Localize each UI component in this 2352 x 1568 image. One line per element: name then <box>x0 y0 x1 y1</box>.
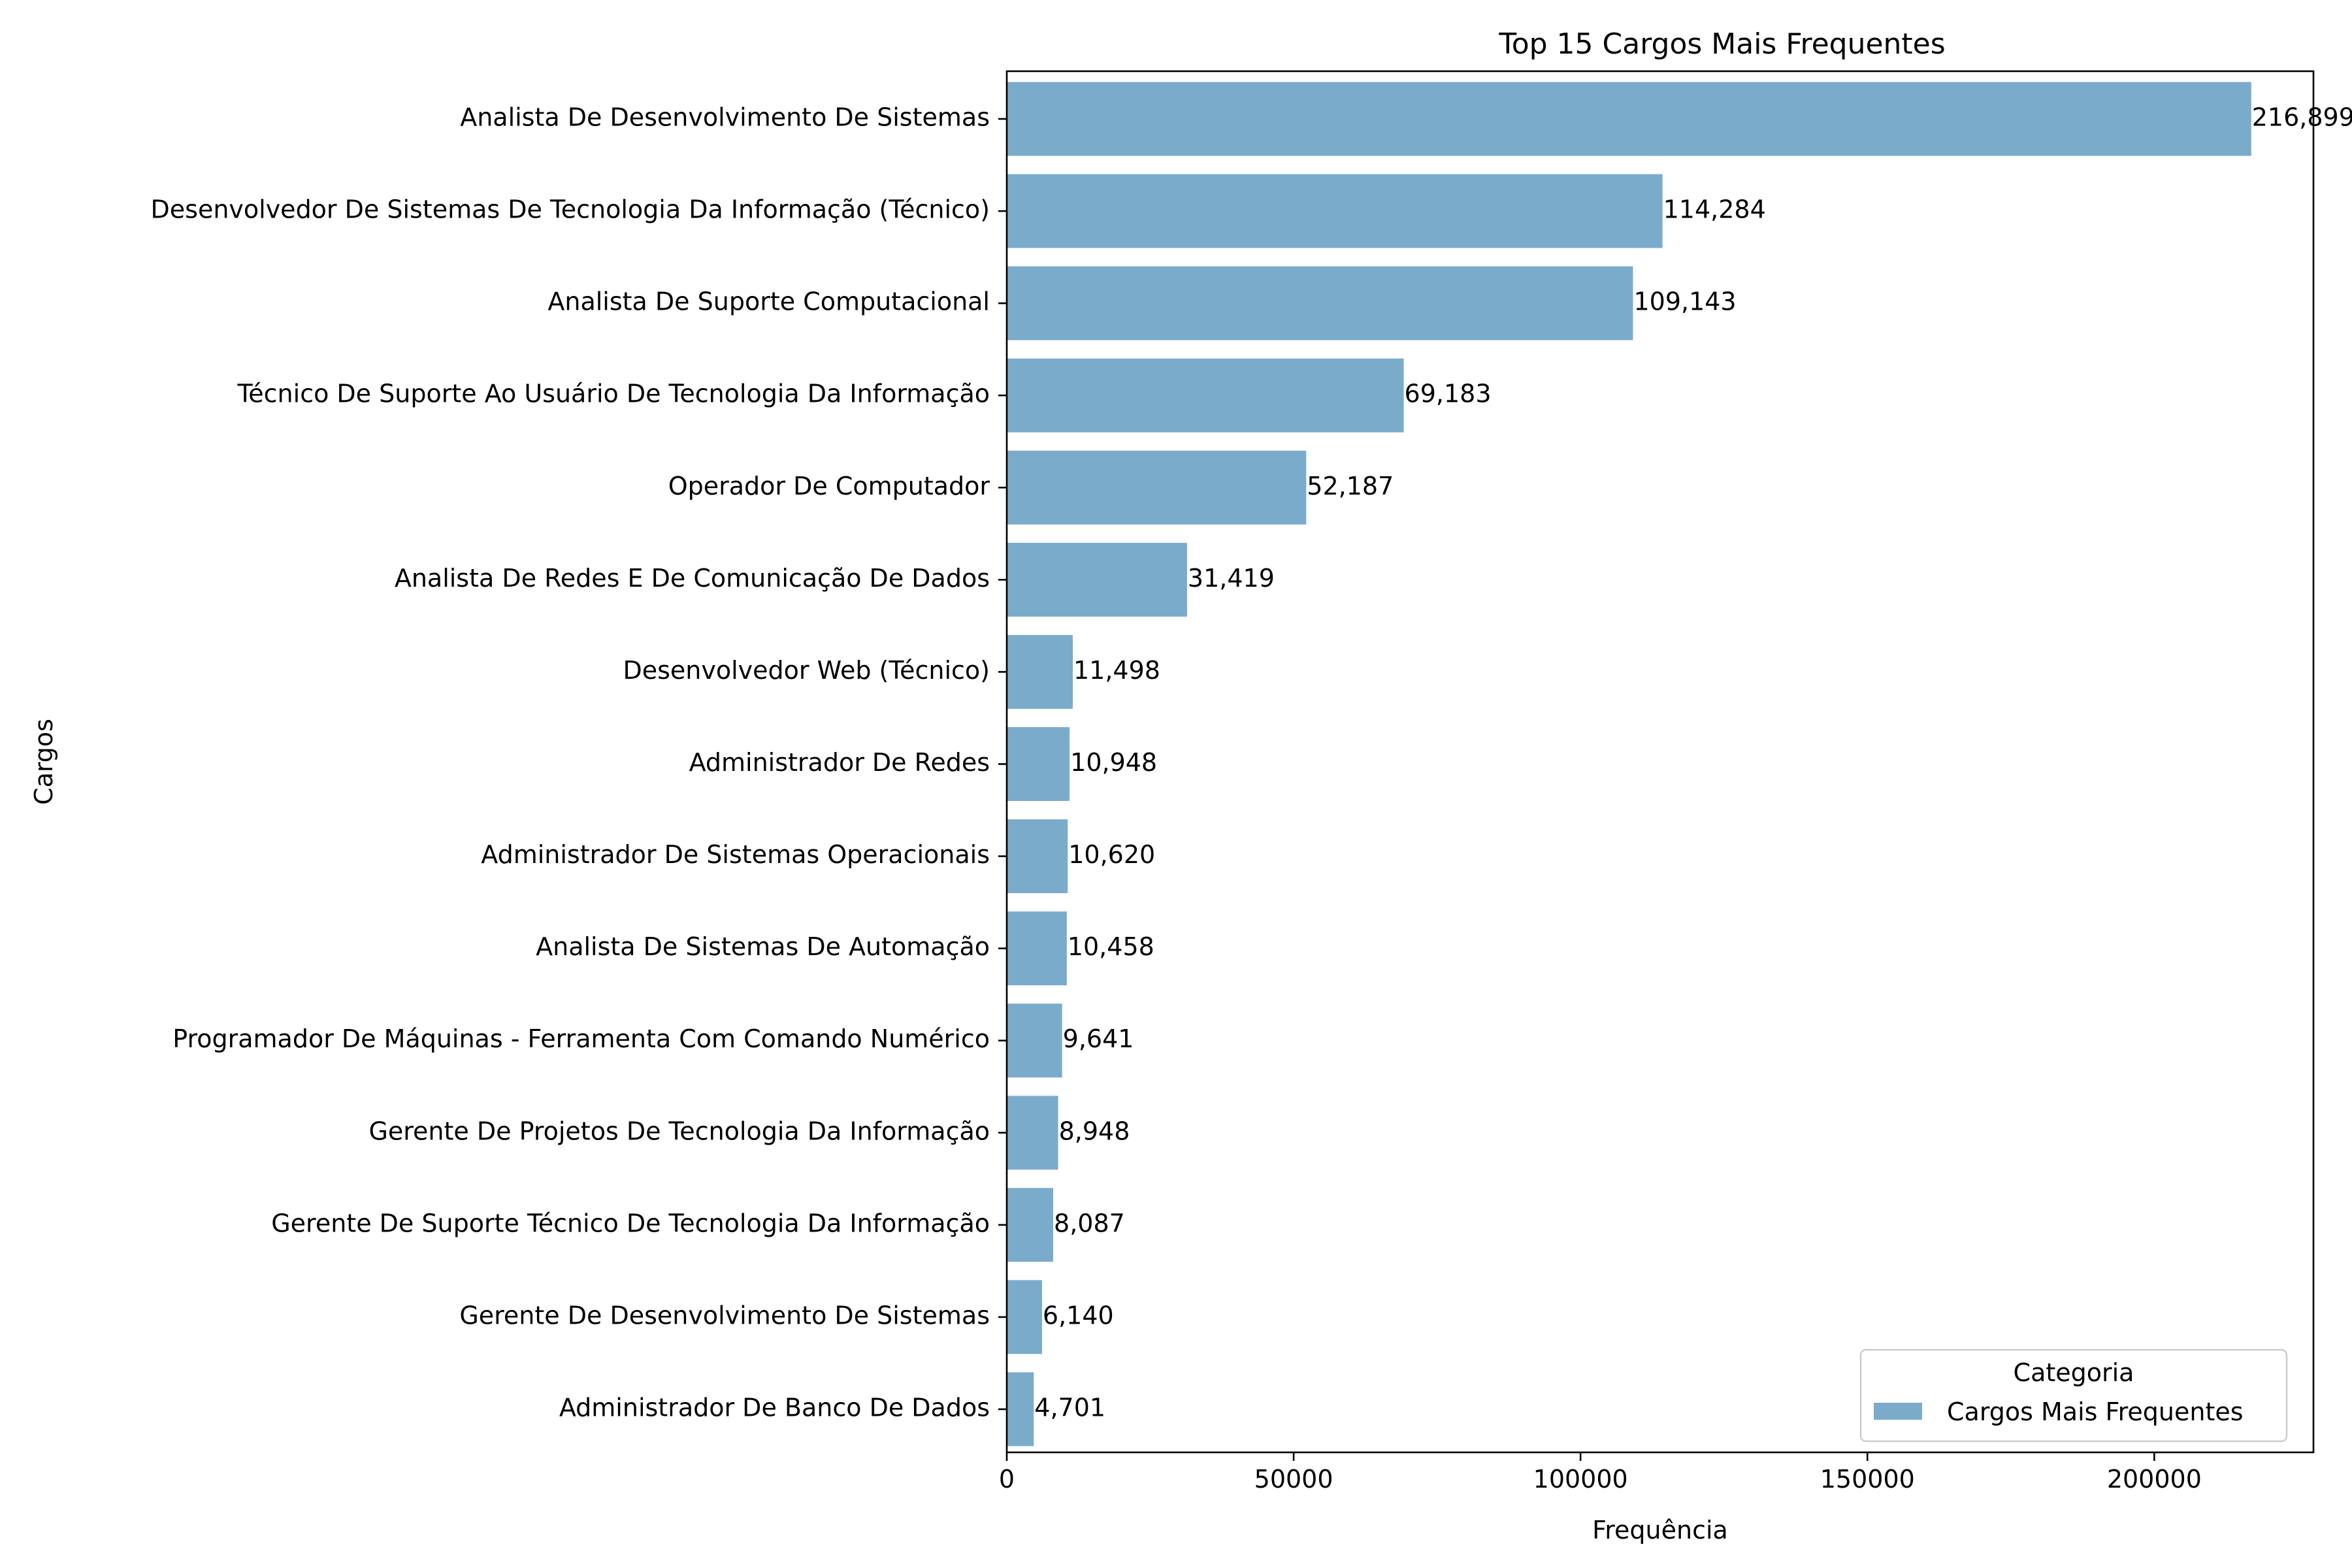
bar-value-label: 216,899 <box>2252 103 2352 132</box>
bar-value-label: 8,087 <box>1054 1209 1125 1237</box>
x-tick-label: 150000 <box>1820 1465 1915 1494</box>
bars-group <box>1007 82 2251 1446</box>
x-axis-label: Frequência <box>1592 1516 1728 1544</box>
bar-value-label: 10,458 <box>1068 932 1154 961</box>
y-axis-ticks: Analista De Desenvolvimento De Sistemas D… <box>151 103 1007 1422</box>
legend-frame <box>1859 1348 2288 1443</box>
bar <box>1007 174 1663 248</box>
bar-value-label: 114,284 <box>1663 195 1766 224</box>
bar-value-label: 31,419 <box>1188 564 1275 593</box>
value-labels-group: 216,899 114,284 109,143 69,183 52,187 31,419 1… <box>1034 103 2352 1422</box>
y-tick-label: Analista De Suporte Computacional <box>547 287 990 316</box>
y-tick-label: Técnico De Suporte Ao Usuário De Tecnolo… <box>237 380 990 408</box>
y-tick-label: Gerente De Desenvolvimento De Sistemas <box>459 1301 990 1330</box>
y-tick-label: Desenvolvedor Web (Técnico) <box>623 656 990 685</box>
x-tick-label: 200000 <box>2107 1465 2202 1494</box>
bar <box>1007 450 1307 525</box>
bar-value-label: 9,641 <box>1063 1024 1134 1053</box>
bar-value-label: 11,498 <box>1073 656 1160 685</box>
bar <box>1007 542 1187 617</box>
bar-value-label: 6,140 <box>1043 1301 1114 1330</box>
bar <box>1007 1004 1062 1078</box>
x-axis-ticks: 0 50000 100000 150000 200000 <box>999 1452 2202 1494</box>
bar <box>1007 1372 1034 1446</box>
bar <box>1007 1280 1042 1354</box>
x-tick-label: 0 <box>999 1465 1015 1494</box>
y-tick-label: Operador De Computador <box>668 472 990 500</box>
bar <box>1007 1096 1058 1170</box>
y-tick-label: Programador De Máquinas - Ferramenta Com… <box>172 1024 990 1053</box>
y-tick-label: Analista De Redes E De Comunicação De Da… <box>395 564 990 593</box>
bar-value-label: 4,701 <box>1034 1393 1105 1422</box>
bar-value-label: 69,183 <box>1405 380 1492 408</box>
y-tick-label: Gerente De Projetos De Tecnologia Da Inf… <box>368 1117 990 1145</box>
legend-entry-label: Cargos Mais Frequentes <box>1947 1397 2244 1426</box>
x-tick-label: 100000 <box>1533 1465 1628 1494</box>
y-tick-label: Analista De Sistemas De Automação <box>536 932 990 961</box>
y-tick-label: Administrador De Banco De Dados <box>559 1393 990 1422</box>
legend-title: Categoria <box>2014 1358 2134 1387</box>
bar-value-label: 10,620 <box>1068 840 1155 869</box>
bar <box>1007 634 1073 709</box>
y-tick-label: Analista De Desenvolvimento De Sistemas <box>460 103 990 132</box>
bar <box>1007 727 1070 801</box>
legend-swatch <box>1874 1403 1922 1420</box>
bar <box>1007 358 1404 433</box>
bar-value-label: 52,187 <box>1307 472 1394 500</box>
bar <box>1007 1188 1054 1262</box>
y-tick-label: Desenvolvedor De Sistemas De Tecnologia … <box>151 195 990 224</box>
chart-title: Top 15 Cargos Mais Frequentes <box>1498 27 1945 61</box>
y-tick-label: Administrador De Redes <box>689 748 990 777</box>
plot-area-frame <box>1005 70 2315 1454</box>
bar <box>1007 82 2251 156</box>
y-axis-label: Cargos <box>29 719 58 805</box>
y-tick-label: Administrador De Sistemas Operacionais <box>481 840 990 869</box>
bar <box>1007 266 1633 340</box>
x-tick-label: 50000 <box>1254 1465 1333 1494</box>
bar <box>1007 819 1068 894</box>
y-tick-label: Gerente De Suporte Técnico De Tecnologia… <box>271 1209 990 1237</box>
bar <box>1007 911 1067 986</box>
legend: Categoria Cargos Mais Frequentes <box>1859 1348 2288 1443</box>
bar-value-label: 109,143 <box>1633 287 1736 316</box>
bar-value-label: 8,948 <box>1059 1117 1130 1145</box>
bar-value-label: 10,948 <box>1070 748 1157 777</box>
